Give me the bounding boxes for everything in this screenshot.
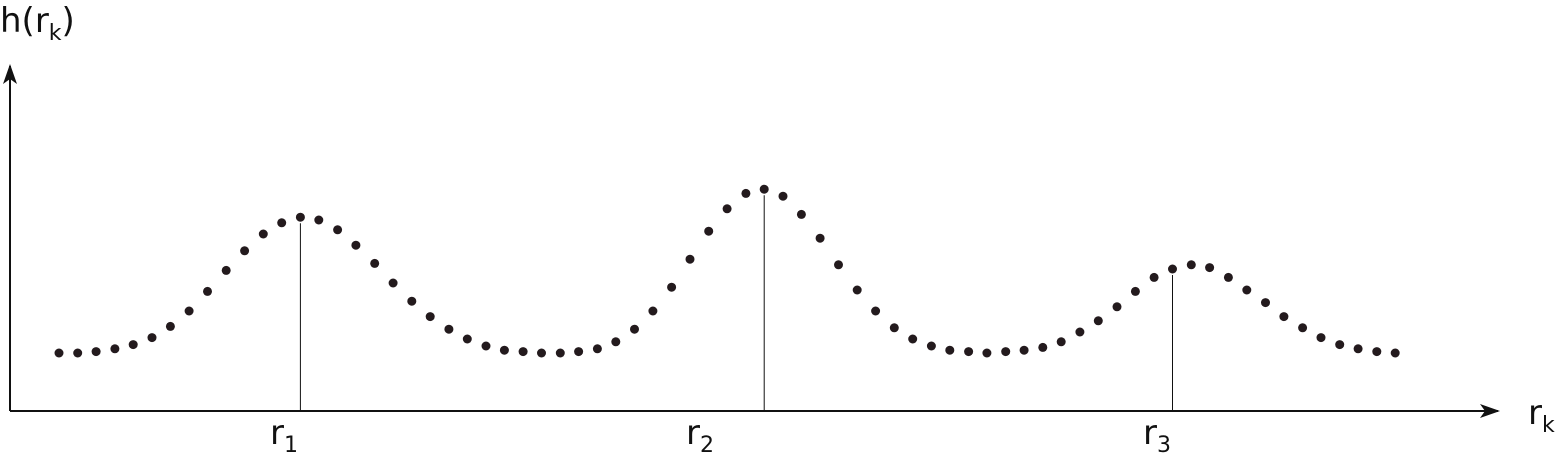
data-dot-24: [499, 345, 509, 355]
data-dot-49: [964, 347, 974, 357]
data-dot-10: [240, 246, 250, 256]
data-dot-62: [1205, 263, 1215, 273]
data-dot-5: [147, 333, 157, 343]
data-dot-19: [407, 296, 417, 306]
data-dot-72: [1390, 348, 1400, 358]
data-dot-26: [537, 348, 546, 358]
data-dot-0: [54, 348, 64, 358]
data-dot-60: [1168, 264, 1177, 274]
peak-label-r3: r3: [1143, 413, 1171, 455]
data-dot-48: [945, 345, 955, 355]
data-dot-58: [1130, 286, 1140, 296]
data-dot-27: [555, 348, 565, 358]
data-dot-36: [722, 204, 732, 214]
data-dot-23: [481, 341, 491, 351]
data-dot-39: [778, 191, 788, 201]
data-dot-33: [667, 282, 677, 292]
data-dot-17: [370, 258, 380, 268]
data-dot-1: [73, 348, 83, 358]
data-dot-35: [704, 226, 714, 236]
data-dot-28: [574, 347, 584, 357]
data-dot-65: [1261, 298, 1270, 308]
data-dot-68: [1316, 333, 1326, 343]
data-dot-29: [592, 344, 602, 354]
data-dot-71: [1372, 347, 1382, 357]
data-dot-59: [1149, 272, 1159, 282]
data-dot-57: [1112, 302, 1122, 312]
peak-marker-lines: [299, 195, 1173, 411]
data-dot-31: [630, 324, 639, 334]
data-dot-70: [1353, 344, 1363, 354]
data-dot-56: [1093, 316, 1103, 326]
data-dot-54: [1056, 337, 1066, 347]
data-dot-9: [221, 265, 231, 275]
data-dot-18: [388, 278, 398, 288]
data-dot-40: [796, 209, 806, 219]
data-dot-44: [871, 306, 881, 316]
data-dot-46: [908, 334, 918, 344]
data-dot-12: [277, 218, 287, 228]
data-dot-22: [462, 334, 472, 344]
data-dot-50: [982, 348, 992, 358]
data-dot-64: [1242, 285, 1252, 295]
data-dot-4: [128, 340, 138, 350]
data-dot-52: [1019, 345, 1029, 355]
data-dot-69: [1335, 340, 1345, 350]
y-axis-label: h(rk): [0, 1, 75, 46]
data-dot-63: [1223, 272, 1233, 282]
data-dot-41: [815, 233, 825, 243]
histogram-dots: [54, 184, 1400, 358]
data-dot-45: [889, 323, 899, 333]
data-dot-7: [184, 306, 194, 316]
data-dot-61: [1186, 260, 1196, 270]
data-dot-2: [91, 347, 101, 357]
data-dot-47: [926, 341, 936, 351]
data-dot-21: [444, 324, 454, 334]
data-dot-25: [518, 347, 528, 357]
data-dot-32: [648, 306, 658, 316]
data-dot-43: [852, 285, 862, 295]
data-dot-13: [295, 212, 305, 222]
peak-label-r2: r2: [686, 413, 714, 455]
data-dot-53: [1038, 342, 1048, 352]
data-dot-37: [741, 188, 751, 198]
data-dot-66: [1279, 312, 1289, 322]
data-dot-34: [685, 254, 695, 264]
data-dot-14: [314, 215, 324, 225]
data-dot-51: [1001, 347, 1011, 357]
data-dot-6: [165, 321, 175, 331]
data-dot-3: [110, 344, 120, 354]
peak-label-r1: r1: [270, 413, 298, 455]
data-dot-11: [258, 229, 268, 239]
data-dot-8: [203, 286, 212, 296]
data-dot-16: [351, 240, 361, 250]
x-axis-label: rk: [1528, 393, 1555, 438]
data-dot-30: [611, 337, 621, 347]
data-dot-20: [425, 312, 435, 322]
data-dot-42: [834, 260, 843, 270]
data-dot-15: [333, 225, 343, 235]
data-dot-55: [1075, 327, 1085, 337]
data-dot-67: [1298, 323, 1308, 333]
data-dot-38: [759, 184, 769, 194]
